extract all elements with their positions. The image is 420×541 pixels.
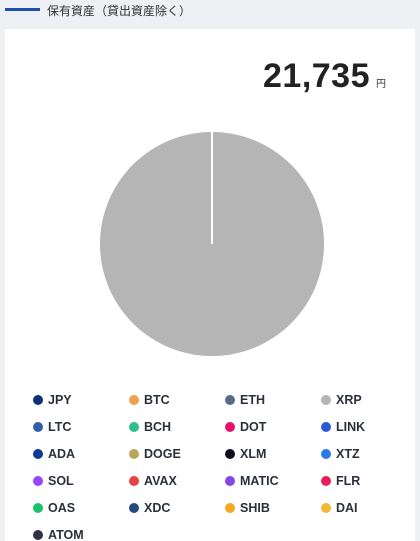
legend-color-dot (129, 502, 139, 513)
legend-item-dot[interactable]: DOT (225, 416, 321, 437)
legend-color-dot (321, 394, 331, 405)
legend-item-sol[interactable]: SOL (33, 470, 129, 491)
legend-label: FLR (336, 473, 361, 488)
legend-color-dot (321, 502, 331, 513)
legend-item-doge[interactable]: DOGE (129, 443, 225, 464)
legend-color-dot (225, 448, 235, 459)
legend-item-xtz[interactable]: XTZ (321, 443, 417, 464)
total-amount: 21,735 (263, 57, 370, 95)
legend-item-shib[interactable]: SHIB (225, 497, 321, 518)
legend-label: BCH (144, 419, 172, 434)
legend-label: ATOM (48, 527, 84, 541)
legend-label: DOGE (144, 446, 181, 461)
legend-item-link[interactable]: LINK (321, 416, 417, 437)
legend-label: DOT (240, 419, 267, 434)
legend-item-matic[interactable]: MATIC (225, 470, 321, 491)
section-header: 保有資産（貸出資産除く） (0, 0, 420, 24)
legend-item-xdc[interactable]: XDC (129, 497, 225, 518)
legend-item-oas[interactable]: OAS (33, 497, 129, 518)
legend-label: DAI (336, 500, 358, 515)
legend-label: ADA (48, 446, 76, 461)
legend-label: JPY (48, 392, 72, 407)
legend-label: ETH (240, 392, 265, 407)
legend-item-xlm[interactable]: XLM (225, 443, 321, 464)
legend-color-dot (129, 421, 139, 432)
legend-label: SOL (48, 473, 74, 488)
legend-label: AVAX (144, 473, 177, 488)
legend-color-dot (33, 529, 43, 540)
legend-item-btc[interactable]: BTC (129, 389, 225, 410)
legend-item-bch[interactable]: BCH (129, 416, 225, 437)
legend-color-dot (33, 448, 43, 459)
legend-item-ltc[interactable]: LTC (33, 416, 129, 437)
legend-item-ada[interactable]: ADA (33, 443, 129, 464)
legend-item-xrp[interactable]: XRP (321, 389, 417, 410)
legend-color-dot (321, 448, 331, 459)
total-unit: 円 (376, 79, 386, 90)
legend-label: BTC (144, 392, 170, 407)
legend-label: OAS (48, 500, 76, 515)
legend-item-dai[interactable]: DAI (321, 497, 417, 518)
legend-item-jpy[interactable]: JPY (33, 389, 129, 410)
legend-color-dot (321, 475, 331, 486)
legend-label: XLM (240, 446, 267, 461)
legend-item-avax[interactable]: AVAX (129, 470, 225, 491)
total-value: 21,735 円 (263, 59, 386, 93)
holdings-card: 21,735 円 JPY BTC ETH XRP LTC BCH DOT LINK ADA DOG… (5, 29, 415, 541)
legend-color-dot (225, 502, 235, 513)
legend-item-flr[interactable]: FLR (321, 470, 417, 491)
legend-color-dot (225, 394, 235, 405)
section-accent-bar (5, 8, 40, 11)
legend-label: XRP (336, 392, 362, 407)
chart-legend: JPY BTC ETH XRP LTC BCH DOT LINK ADA DOGE XLM XTZ SO… (33, 389, 403, 541)
legend-label: SHIB (240, 500, 270, 515)
holdings-pie-chart[interactable] (100, 132, 324, 356)
legend-label: XTZ (336, 446, 360, 461)
legend-label: LINK (336, 419, 366, 434)
legend-item-atom[interactable]: ATOM (33, 524, 129, 541)
legend-color-dot (225, 421, 235, 432)
legend-color-dot (33, 421, 43, 432)
legend-item-eth[interactable]: ETH (225, 389, 321, 410)
section-title: 保有資産（貸出資産除く） (47, 4, 192, 18)
legend-label: LTC (48, 419, 72, 434)
legend-color-dot (33, 394, 43, 405)
legend-color-dot (321, 421, 331, 432)
legend-color-dot (129, 394, 139, 405)
legend-color-dot (129, 475, 139, 486)
legend-color-dot (225, 475, 235, 486)
legend-color-dot (33, 475, 43, 486)
legend-color-dot (129, 448, 139, 459)
legend-label: MATIC (240, 473, 279, 488)
legend-label: XDC (144, 500, 171, 515)
legend-color-dot (33, 502, 43, 513)
